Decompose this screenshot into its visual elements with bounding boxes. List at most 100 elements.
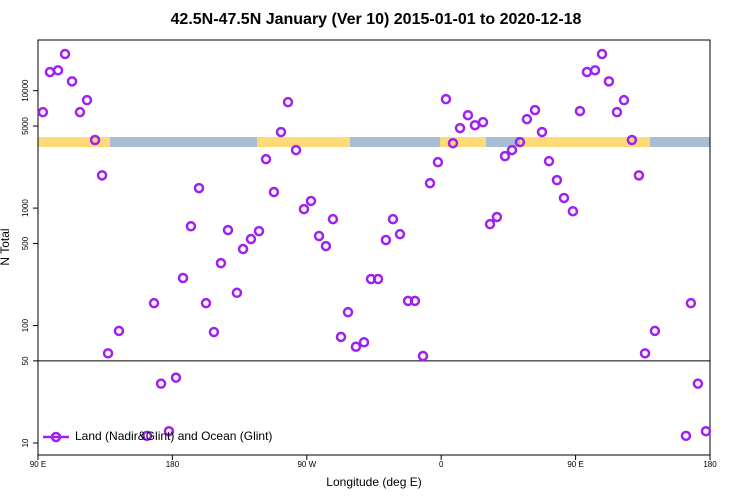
point	[89, 134, 101, 146]
point	[320, 240, 332, 252]
point	[102, 348, 114, 359]
point	[335, 331, 347, 343]
point	[440, 93, 452, 105]
point	[327, 213, 339, 225]
point	[208, 326, 220, 338]
y-tick-label: 100	[21, 318, 30, 332]
point	[589, 65, 601, 76]
x-tick-label: 90 E	[30, 460, 46, 469]
point	[44, 66, 56, 78]
point	[380, 234, 392, 246]
point	[596, 48, 608, 60]
point	[424, 177, 436, 189]
point	[358, 337, 370, 348]
y-tick-label: 50	[21, 356, 30, 365]
point	[477, 116, 489, 128]
point	[567, 206, 579, 217]
point	[574, 105, 586, 117]
x-tick-label: 180	[166, 460, 180, 469]
point	[170, 372, 182, 383]
point	[633, 170, 645, 181]
point	[231, 287, 243, 299]
point	[680, 430, 692, 442]
point	[148, 297, 160, 309]
point	[603, 76, 615, 87]
point	[462, 109, 474, 121]
legend-label: Land (Nadir&Glint) and Ocean (Glint)	[75, 429, 272, 443]
point	[200, 297, 212, 309]
point	[275, 126, 287, 138]
point	[529, 104, 541, 116]
point	[521, 113, 533, 125]
point	[499, 150, 511, 162]
point	[626, 134, 638, 146]
point	[245, 233, 257, 245]
point	[350, 341, 362, 352]
point	[387, 213, 399, 225]
point	[185, 221, 197, 232]
point	[491, 211, 503, 223]
x-tick-label: 180	[703, 460, 717, 469]
point	[298, 203, 310, 215]
point	[536, 126, 548, 138]
point	[685, 297, 697, 309]
point	[313, 230, 325, 242]
y-tick-label: 1000	[21, 199, 30, 217]
legend-marker	[50, 431, 62, 443]
x-tick-label: 90 W	[297, 460, 316, 469]
point	[177, 272, 189, 284]
point	[282, 96, 294, 108]
point	[163, 425, 175, 437]
point	[618, 94, 630, 106]
point	[81, 94, 93, 106]
point	[447, 137, 459, 149]
point	[193, 182, 205, 194]
point	[37, 106, 49, 118]
point	[66, 76, 78, 87]
point	[417, 350, 429, 362]
point	[639, 348, 651, 359]
x-tick-label: 0	[439, 460, 444, 469]
point	[52, 65, 64, 76]
point	[237, 243, 249, 255]
y-tick-label: 5000	[21, 117, 30, 135]
point	[342, 306, 354, 318]
point	[514, 136, 526, 148]
point	[215, 257, 227, 269]
plot-frame	[37, 39, 711, 456]
point	[611, 106, 623, 118]
point	[59, 48, 71, 60]
point	[469, 119, 481, 131]
point	[268, 186, 280, 198]
point	[305, 195, 317, 207]
point	[558, 192, 570, 204]
point	[155, 378, 167, 389]
point	[141, 430, 153, 442]
point	[700, 425, 712, 437]
y-tick-label: 500	[21, 236, 30, 250]
point	[372, 273, 384, 285]
chart-title: 42.5N-47.5N January (Ver 10) 2015-01-01 …	[171, 11, 582, 28]
point	[260, 153, 272, 165]
y-tick-label: 10	[21, 438, 30, 447]
point	[551, 174, 563, 186]
y-axis-label: N Total	[0, 228, 12, 265]
point	[290, 144, 302, 156]
point	[649, 325, 661, 337]
x-tick-label: 90 E	[567, 460, 583, 469]
point	[74, 106, 86, 118]
point	[222, 224, 234, 236]
land-ocean-band	[38, 137, 710, 147]
y-tick-label: 10000	[21, 79, 30, 102]
point	[454, 122, 466, 134]
point	[409, 295, 421, 307]
point	[692, 378, 704, 389]
point	[484, 218, 496, 230]
x-axis-label: Longitude (deg E)	[326, 475, 421, 489]
point	[113, 325, 125, 337]
point	[432, 156, 444, 168]
point	[394, 228, 406, 240]
point	[253, 225, 265, 237]
point	[543, 155, 555, 167]
